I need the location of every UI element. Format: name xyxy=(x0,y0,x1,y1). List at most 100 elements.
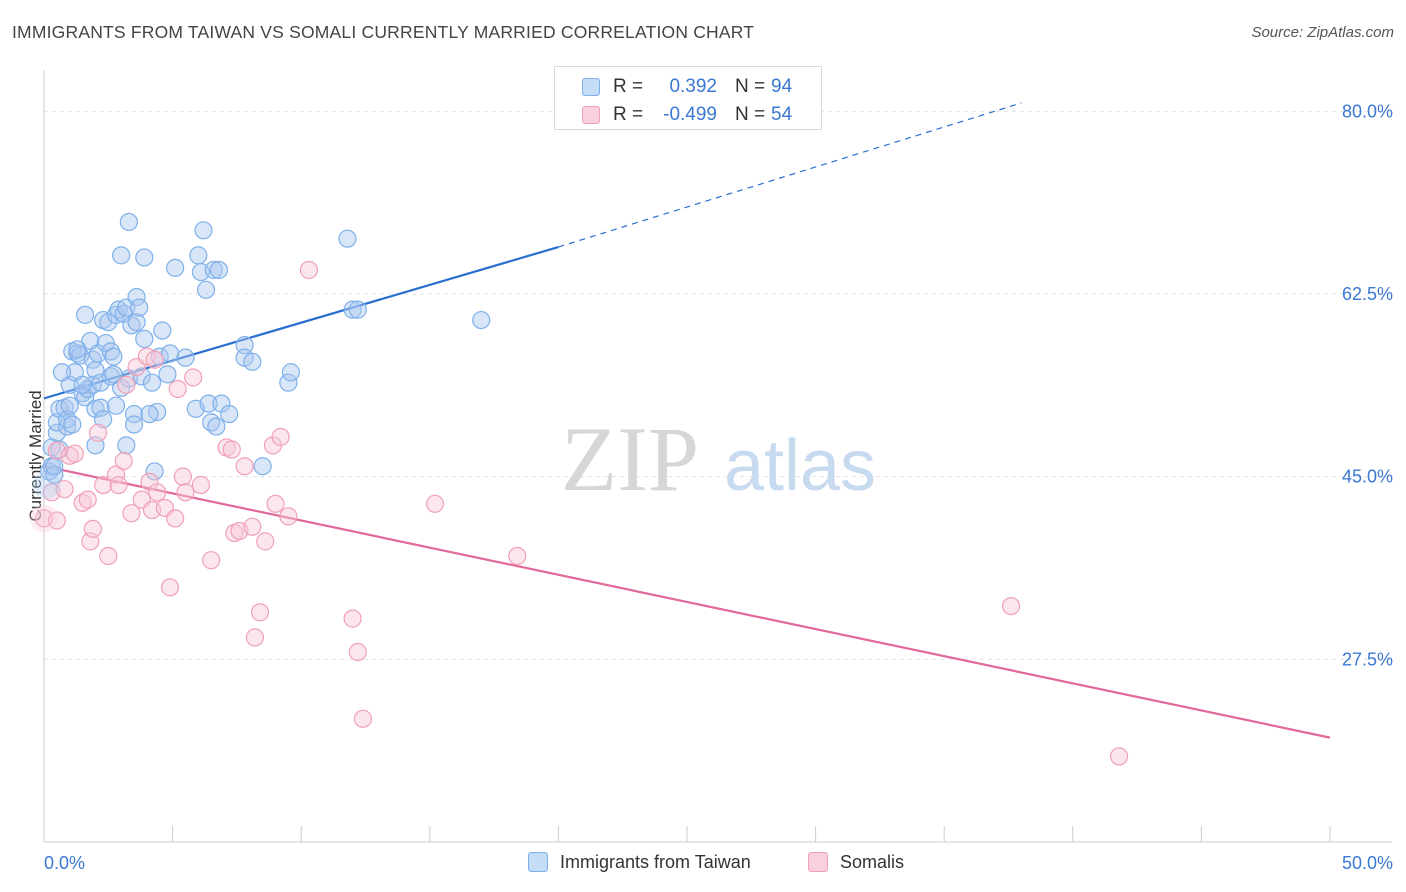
taiwan-point xyxy=(91,373,110,392)
data-points xyxy=(30,212,1129,766)
taiwan-point xyxy=(94,410,113,429)
somali-point xyxy=(73,493,92,512)
somali-trend-line xyxy=(43,465,1331,739)
taiwan-point xyxy=(150,347,169,366)
legend-label: Immigrants from Taiwan xyxy=(560,852,751,872)
taiwan-point xyxy=(220,404,239,424)
grid-lines xyxy=(44,110,1392,660)
somali-point xyxy=(243,517,262,536)
taiwan-point xyxy=(338,229,357,248)
legend-swatch-somalis xyxy=(808,852,828,872)
somali-point xyxy=(250,603,270,622)
somali-point xyxy=(83,519,102,538)
somali-point xyxy=(343,609,362,628)
legend-row-somalis: R = -0.499 N = 54 xyxy=(555,102,821,128)
somali-point xyxy=(168,379,187,399)
somali-point xyxy=(222,440,241,459)
stats-legend: R = 0.392 N = 94 R = -0.499 N = 54 xyxy=(554,66,822,130)
taiwan-point xyxy=(176,348,195,367)
taiwan-point xyxy=(253,457,272,476)
somali-point xyxy=(271,427,290,447)
taiwan-point xyxy=(117,436,136,455)
y-tick-label: 80.0% xyxy=(1342,101,1393,121)
r-value: -0.499 xyxy=(663,104,717,125)
axes xyxy=(43,70,1392,843)
taiwan-trend-line xyxy=(43,245,559,400)
taiwan-point xyxy=(130,298,149,317)
trend-lines xyxy=(43,102,1331,739)
somali-point xyxy=(122,504,141,523)
taiwan-point xyxy=(68,340,87,359)
taiwan-point xyxy=(127,313,146,332)
taiwan-point xyxy=(106,305,126,324)
somali-point xyxy=(65,444,84,463)
somali-point xyxy=(348,642,367,662)
taiwan-trend-extension xyxy=(558,102,1022,248)
taiwan-point xyxy=(101,342,120,361)
legend-item-taiwan[interactable]: Immigrants from Taiwan xyxy=(528,852,751,873)
chart-title: IMMIGRANTS FROM TAIWAN VS SOMALI CURRENT… xyxy=(12,22,755,42)
somali-point xyxy=(47,511,66,530)
taiwan-point xyxy=(127,288,146,307)
taiwan-point xyxy=(209,260,228,280)
taiwan-point xyxy=(243,352,262,371)
taiwan-point xyxy=(68,344,87,363)
somali-point xyxy=(160,578,180,597)
taiwan-point xyxy=(124,415,144,434)
legend-item-somalis[interactable]: Somalis xyxy=(808,852,904,873)
somali-point xyxy=(266,494,285,513)
somali-point xyxy=(508,546,527,566)
somali-point xyxy=(202,551,221,570)
somali-point xyxy=(235,457,254,476)
somali-point xyxy=(1001,596,1021,616)
somali-point xyxy=(166,509,185,528)
taiwan-point xyxy=(73,375,92,394)
somali-point xyxy=(353,709,373,728)
taiwan-point xyxy=(145,462,164,481)
tick-labels: 27.5% 45.0% 62.5% 80.0% 0.0% 50.0% xyxy=(44,101,1393,873)
taiwan-point xyxy=(63,415,82,434)
taiwan-point xyxy=(207,417,226,436)
taiwan-point xyxy=(235,336,254,355)
taiwan-point xyxy=(343,300,362,319)
somali-point xyxy=(148,483,167,502)
somali-point xyxy=(173,467,192,486)
somali-point xyxy=(425,494,445,513)
taiwan-point xyxy=(472,310,491,330)
somali-point xyxy=(256,532,275,551)
somali-point xyxy=(176,483,195,502)
taiwan-point xyxy=(142,373,162,392)
taiwan-point xyxy=(104,365,123,384)
r-label: R = xyxy=(613,76,644,97)
taiwan-point xyxy=(132,367,151,386)
somali-point xyxy=(117,375,136,394)
x-tick-label: 0.0% xyxy=(44,853,85,873)
n-value: 54 xyxy=(771,104,793,125)
somali-point xyxy=(94,475,113,495)
legend-label: Somalis xyxy=(840,852,905,872)
taiwan-point xyxy=(135,248,154,267)
legend-row-taiwan: R = 0.392 N = 94 xyxy=(555,74,821,100)
y-tick-label: 62.5% xyxy=(1342,284,1393,304)
n-label: N = xyxy=(735,104,766,125)
taiwan-point xyxy=(158,365,177,384)
somali-point xyxy=(55,480,74,499)
taiwan-point xyxy=(104,347,123,366)
taiwan-point xyxy=(348,300,367,319)
taiwan-point xyxy=(45,457,64,476)
somali-point xyxy=(88,423,108,442)
somali-point xyxy=(1109,747,1129,766)
taiwan-point xyxy=(40,462,59,481)
y-tick-label: 27.5% xyxy=(1342,649,1393,669)
taiwan-point xyxy=(140,404,159,424)
n-label: N = xyxy=(735,76,766,97)
somali-point xyxy=(30,504,58,533)
somali-point xyxy=(78,490,97,509)
taiwan-point xyxy=(58,410,77,429)
taiwan-point xyxy=(135,329,154,348)
source-label: Source: ZipAtlas.com xyxy=(1251,24,1394,41)
somali-point xyxy=(299,260,319,280)
legend-swatch-taiwan xyxy=(528,852,548,872)
legend-swatch-somalis xyxy=(582,106,600,124)
